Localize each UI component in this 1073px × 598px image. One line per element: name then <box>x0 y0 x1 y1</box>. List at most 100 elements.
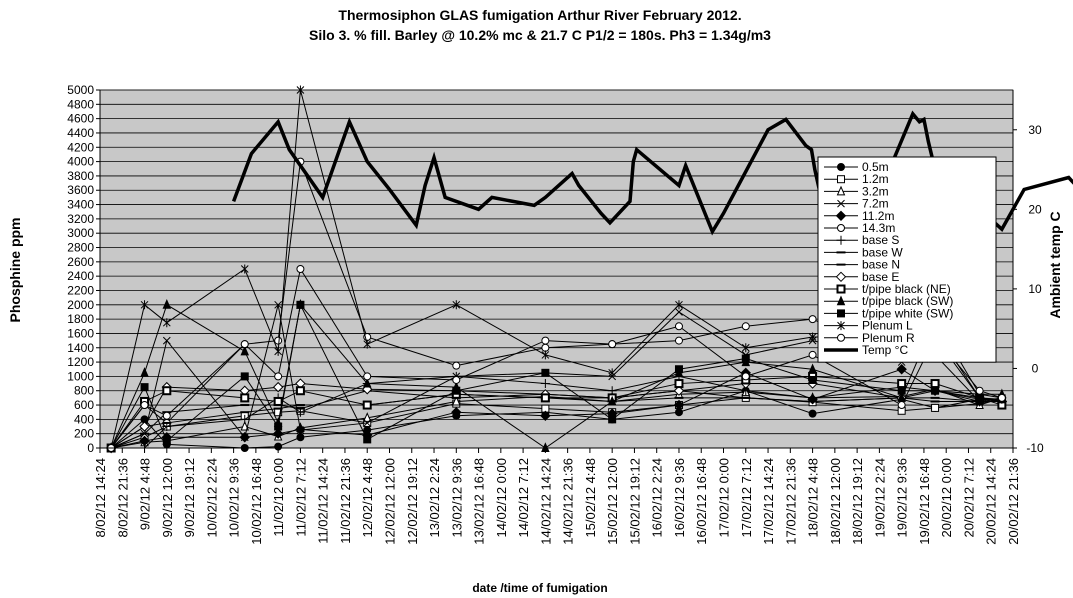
data-point <box>162 318 171 328</box>
x-tick-label: 15/02/12 19:12 <box>627 458 642 545</box>
data-point <box>451 406 462 418</box>
data-point <box>363 435 372 444</box>
x-tick-label: 18/02/12 12:00 <box>828 458 843 545</box>
y-tick-label: 4200 <box>67 140 94 154</box>
data-point <box>240 414 250 424</box>
data-point <box>808 363 817 374</box>
data-point <box>272 428 284 439</box>
y-axis-label: Phosphine ppm <box>7 218 23 323</box>
data-point <box>897 401 906 410</box>
data-point <box>673 399 685 411</box>
legend-label: 11.2m <box>862 209 894 223</box>
data-point <box>274 346 282 356</box>
data-point <box>674 336 683 345</box>
x-tick-label: 13/02/12 2:24 <box>427 458 442 538</box>
data-point <box>139 421 150 432</box>
x-tick-label: 19/02/12 16:48 <box>917 458 932 545</box>
legend-label: t/pipe black (SW) <box>862 294 953 308</box>
legend-label: 1.2m <box>862 172 889 186</box>
data-point <box>931 403 940 412</box>
data-point <box>295 386 305 396</box>
data-point <box>274 300 282 309</box>
data-point <box>541 343 550 352</box>
data-point <box>162 411 171 420</box>
x-tick-label: 17/02/12 21:36 <box>783 458 798 545</box>
data-point <box>540 393 550 403</box>
y-tick-label: 4800 <box>67 97 94 111</box>
data-point <box>239 432 250 443</box>
data-point <box>140 401 149 410</box>
x-tick-label: 8/02/12 21:36 <box>115 458 130 538</box>
data-point <box>452 386 461 395</box>
legend-swatch-marker <box>836 284 846 294</box>
y2-axis-label: Ambient temp C <box>1047 211 1063 318</box>
data-point <box>674 365 683 374</box>
x-tick-label: 10/02/12 16:48 <box>249 458 264 545</box>
data-point <box>897 379 907 389</box>
data-point <box>240 264 249 274</box>
x-tick-label: 13/02/12 16:48 <box>472 458 487 545</box>
x-tick-label: 10/02/12 9:36 <box>227 458 242 538</box>
data-point <box>674 322 683 331</box>
x-tick-label: 14/02/12 0:00 <box>494 458 509 538</box>
y-tick-label: 4400 <box>67 126 94 140</box>
data-point <box>608 368 617 378</box>
y-tick-label: 3000 <box>67 226 94 240</box>
chart-subtitle: Silo 3. % fill. Barley @ 10.2% mc & 21.7… <box>309 27 771 43</box>
x-tick-label: 16/02/12 16:48 <box>694 458 709 545</box>
data-point <box>295 424 306 435</box>
y2-tick-label: 30 <box>1028 123 1042 137</box>
data-point <box>274 372 283 381</box>
x-tick-label: 8/02/12 14:24 <box>93 458 108 538</box>
data-point <box>975 393 984 403</box>
data-point <box>296 300 305 309</box>
y-tick-label: 400 <box>74 412 94 426</box>
chart-title: Thermosiphon GLAS fumigation Arthur Rive… <box>338 7 741 23</box>
data-point <box>162 386 172 396</box>
data-point <box>296 85 305 95</box>
data-point <box>675 300 683 310</box>
x-tick-label: 9/02/12 19:12 <box>182 458 197 538</box>
legend-label: base N <box>862 258 900 272</box>
data-point <box>997 393 1006 402</box>
data-point <box>608 415 617 424</box>
x-tick-label: 16/02/12 2:24 <box>650 458 665 538</box>
data-point <box>162 336 171 345</box>
x-tick-label: 18/02/12 4:48 <box>806 458 821 538</box>
axes: 0200400600800100012001400160018002000220… <box>67 83 1044 545</box>
data-point <box>808 315 817 324</box>
x-tick-label: 20/02/12 14:24 <box>984 458 999 545</box>
legend-label: t/pipe white (SW) <box>862 306 953 320</box>
data-point <box>607 395 617 406</box>
data-point <box>140 300 149 310</box>
x-tick-label: 12/02/12 4:48 <box>360 458 375 538</box>
legend-swatch-marker <box>836 235 846 245</box>
data-point <box>808 332 817 342</box>
data-point <box>296 265 305 273</box>
legend-label: base E <box>862 270 899 284</box>
data-point <box>272 381 284 393</box>
legend-label: 0.5m <box>862 160 889 174</box>
series-layer <box>105 85 1073 454</box>
y-tick-label: 2600 <box>67 255 94 269</box>
y-tick-label: 1800 <box>67 312 94 326</box>
x-tick-label: 12/02/12 12:00 <box>382 458 397 545</box>
series-12 <box>107 300 1006 452</box>
y-tick-label: 800 <box>74 384 94 398</box>
y-tick-label: 4000 <box>67 155 94 169</box>
data-point <box>452 361 461 370</box>
data-point <box>363 372 372 381</box>
y-tick-label: 1200 <box>67 355 94 369</box>
legend-swatch-marker <box>836 185 846 196</box>
x-tick-label: 16/02/12 9:36 <box>672 458 687 538</box>
legend-swatch-marker <box>837 309 845 318</box>
data-point <box>452 375 461 384</box>
data-point <box>540 379 550 389</box>
x-tick-label: 20/02/12 7:12 <box>961 458 976 538</box>
data-point <box>240 372 249 381</box>
x-tick-label: 11/02/12 0:00 <box>271 458 286 537</box>
data-point <box>240 393 250 403</box>
y-tick-label: 3600 <box>67 183 94 197</box>
data-point <box>541 336 550 345</box>
